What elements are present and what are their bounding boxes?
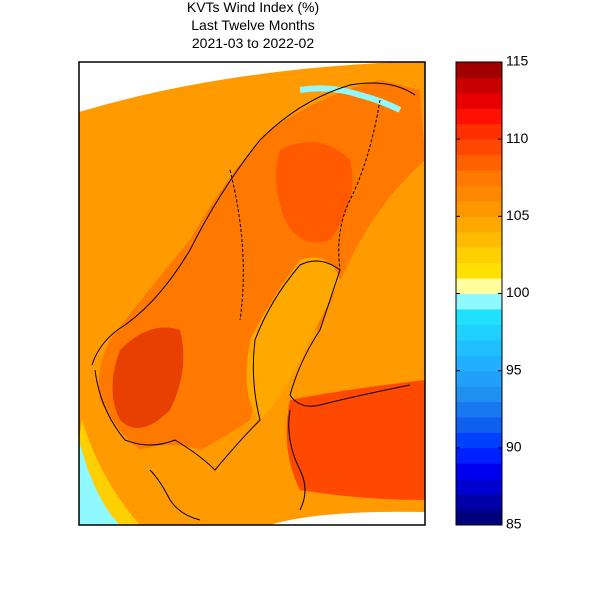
sea-area <box>79 440 120 525</box>
coastlines <box>91 82 416 521</box>
tick-label: 100 <box>506 284 530 300</box>
colorbar-band <box>456 200 502 217</box>
colorbar-band <box>456 401 502 418</box>
colorbar-band <box>456 62 502 78</box>
colorbar-band <box>456 370 502 387</box>
mountain-area <box>276 142 353 243</box>
title-line: KVTs Wind Index (%) <box>187 0 319 15</box>
colorbar-band <box>456 92 502 109</box>
colorbar-band <box>456 463 502 480</box>
no-data-area <box>79 62 400 112</box>
no-data-area <box>270 511 425 525</box>
colorbar-band <box>456 478 502 495</box>
colorbar-band <box>456 262 502 279</box>
tick-label: 90 <box>506 439 522 455</box>
colorbar-band <box>456 278 502 294</box>
colorbar-band <box>456 355 502 372</box>
sea-area <box>246 257 340 420</box>
land-area <box>286 380 425 500</box>
mountain-area <box>112 327 184 428</box>
sea-area <box>79 420 140 525</box>
colorbar-band <box>456 432 502 449</box>
colorbar-band <box>456 324 502 341</box>
tick-label: 105 <box>506 207 530 223</box>
colorbar-band <box>456 185 502 202</box>
colorbar-band <box>456 77 502 94</box>
colorbar-band <box>456 108 502 125</box>
colorbar: 85 90 95 100 105 110 115 <box>455 53 530 532</box>
tick-label: 95 <box>506 361 522 377</box>
tick-label: 85 <box>506 516 522 532</box>
tick-label: 110 <box>506 130 529 146</box>
colorbar-band <box>456 509 502 526</box>
colorbar-band <box>456 216 502 233</box>
coast-highlight <box>299 85 402 113</box>
colorbar-band <box>456 170 502 186</box>
colorbar-band <box>456 123 502 140</box>
colorbar-band <box>456 339 502 356</box>
map-frame <box>78 61 426 526</box>
colorbar-band <box>456 447 502 464</box>
colorbar-band <box>456 154 502 171</box>
title-line: 2021-03 to 2022-02 <box>192 35 314 51</box>
colorbar-band <box>456 231 502 248</box>
title-line: Last Twelve Months <box>191 17 314 33</box>
colorbar-band <box>456 386 502 403</box>
colorbar-band <box>456 247 502 264</box>
colorbar-band <box>456 293 502 310</box>
colorbar-band <box>456 139 502 156</box>
map <box>79 62 425 525</box>
colorbar-band <box>456 308 502 325</box>
colorbar-band <box>456 494 502 511</box>
colorbar-band <box>456 416 502 433</box>
tick-label: 115 <box>506 53 529 69</box>
